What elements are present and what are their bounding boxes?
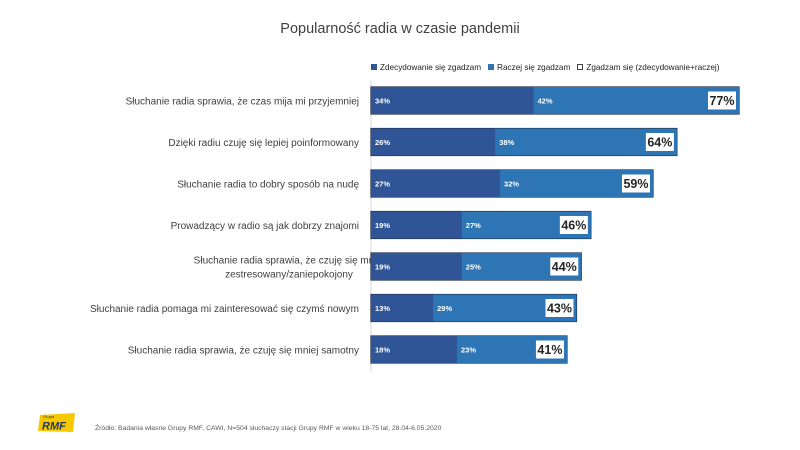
legend-swatch-strongly-agree bbox=[371, 64, 377, 70]
category-label: Słuchanie radia sprawia, że czas mija mi… bbox=[126, 97, 359, 108]
data-label-rather-agree: 27% bbox=[466, 221, 481, 230]
legend-label-rather-agree: Raczej się zgadzam bbox=[497, 62, 571, 72]
data-label-total: 46% bbox=[561, 219, 586, 233]
legend-label-strongly-agree: Zdecydowanie się zgadzam bbox=[380, 62, 482, 72]
total-label-box bbox=[550, 257, 579, 276]
bar-strongly-agree bbox=[371, 336, 458, 363]
legend-item-strongly-agree: Zdecydowanie się zgadzam bbox=[371, 63, 481, 72]
chart-title: Popularność radia w czasie pandemii bbox=[280, 21, 520, 37]
category-label: Prowadzący w radio są jak dobrzy znajomi bbox=[171, 221, 359, 232]
legend-item-total-agree: Zgadzam się (zdecydowanie+raczej) bbox=[577, 63, 719, 72]
rmf-logo: Grupa RMF bbox=[38, 413, 75, 433]
data-label-rather-agree: 42% bbox=[537, 97, 552, 106]
data-label-strongly-agree: 19% bbox=[375, 221, 390, 230]
data-label-total: 59% bbox=[623, 177, 648, 191]
data-label-strongly-agree: 19% bbox=[375, 263, 390, 272]
data-label-rather-agree: 32% bbox=[504, 180, 519, 189]
bar-strongly-agree bbox=[371, 294, 434, 322]
data-label-total: 41% bbox=[537, 343, 562, 357]
legend-item-rather-agree: Raczej się zgadzam bbox=[488, 63, 570, 72]
category-label: Dzięki radiu czuję się lepiej poinformow… bbox=[168, 138, 359, 149]
bar-strongly-agree bbox=[371, 211, 462, 239]
category-label: Słuchanie radia sprawia, że czuję się mn… bbox=[194, 256, 385, 281]
data-label-strongly-agree: 26% bbox=[375, 138, 390, 147]
legend-swatch-rather-agree bbox=[488, 64, 495, 70]
bar-chart: Słuchanie radia sprawia, że czas mija mi… bbox=[90, 80, 740, 372]
data-label-rather-agree: 38% bbox=[499, 138, 514, 147]
bar-strongly-agree bbox=[371, 253, 462, 280]
category-label: Słuchanie radia sprawia, że czuję się mn… bbox=[128, 346, 359, 357]
total-label-box bbox=[708, 91, 736, 110]
data-label-rather-agree: 25% bbox=[466, 263, 481, 272]
data-label-strongly-agree: 27% bbox=[375, 180, 390, 189]
data-label-rather-agree: 29% bbox=[437, 304, 452, 313]
total-label-box bbox=[621, 174, 650, 193]
svg-text:Grupa: Grupa bbox=[43, 414, 55, 419]
legend-swatch-total-agree bbox=[577, 64, 584, 70]
data-label-total: 64% bbox=[647, 136, 672, 150]
total-label-box bbox=[545, 299, 574, 317]
data-label-total: 43% bbox=[547, 302, 572, 316]
svg-text:RMF: RMF bbox=[42, 421, 66, 433]
bar-rather-agree bbox=[533, 87, 739, 114]
data-label-strongly-agree: 18% bbox=[375, 346, 390, 355]
total-label-box bbox=[559, 216, 588, 234]
total-label-box bbox=[645, 133, 674, 151]
total-label-box bbox=[535, 340, 564, 359]
legend: Zdecydowanie się zgadzam Raczej się zgad… bbox=[371, 61, 726, 73]
bar-strongly-agree bbox=[371, 87, 534, 114]
category-label: Słuchanie radia to dobry sposób na nudę bbox=[177, 180, 359, 191]
source-note: Źródło: Badania własne Grupy RMF, CAWI, … bbox=[95, 425, 442, 432]
data-label-rather-agree: 23% bbox=[461, 346, 476, 355]
data-label-strongly-agree: 34% bbox=[375, 97, 390, 106]
bar-strongly-agree bbox=[371, 170, 501, 197]
bar-strongly-agree bbox=[371, 128, 496, 156]
legend-label-total-agree: Zgadzam się (zdecydowanie+raczej) bbox=[586, 62, 720, 72]
category-label: Słuchanie radia pomaga mi zainteresować … bbox=[90, 304, 359, 315]
data-label-total: 77% bbox=[709, 94, 734, 108]
data-label-total: 44% bbox=[552, 260, 577, 274]
data-label-strongly-agree: 13% bbox=[375, 304, 390, 313]
